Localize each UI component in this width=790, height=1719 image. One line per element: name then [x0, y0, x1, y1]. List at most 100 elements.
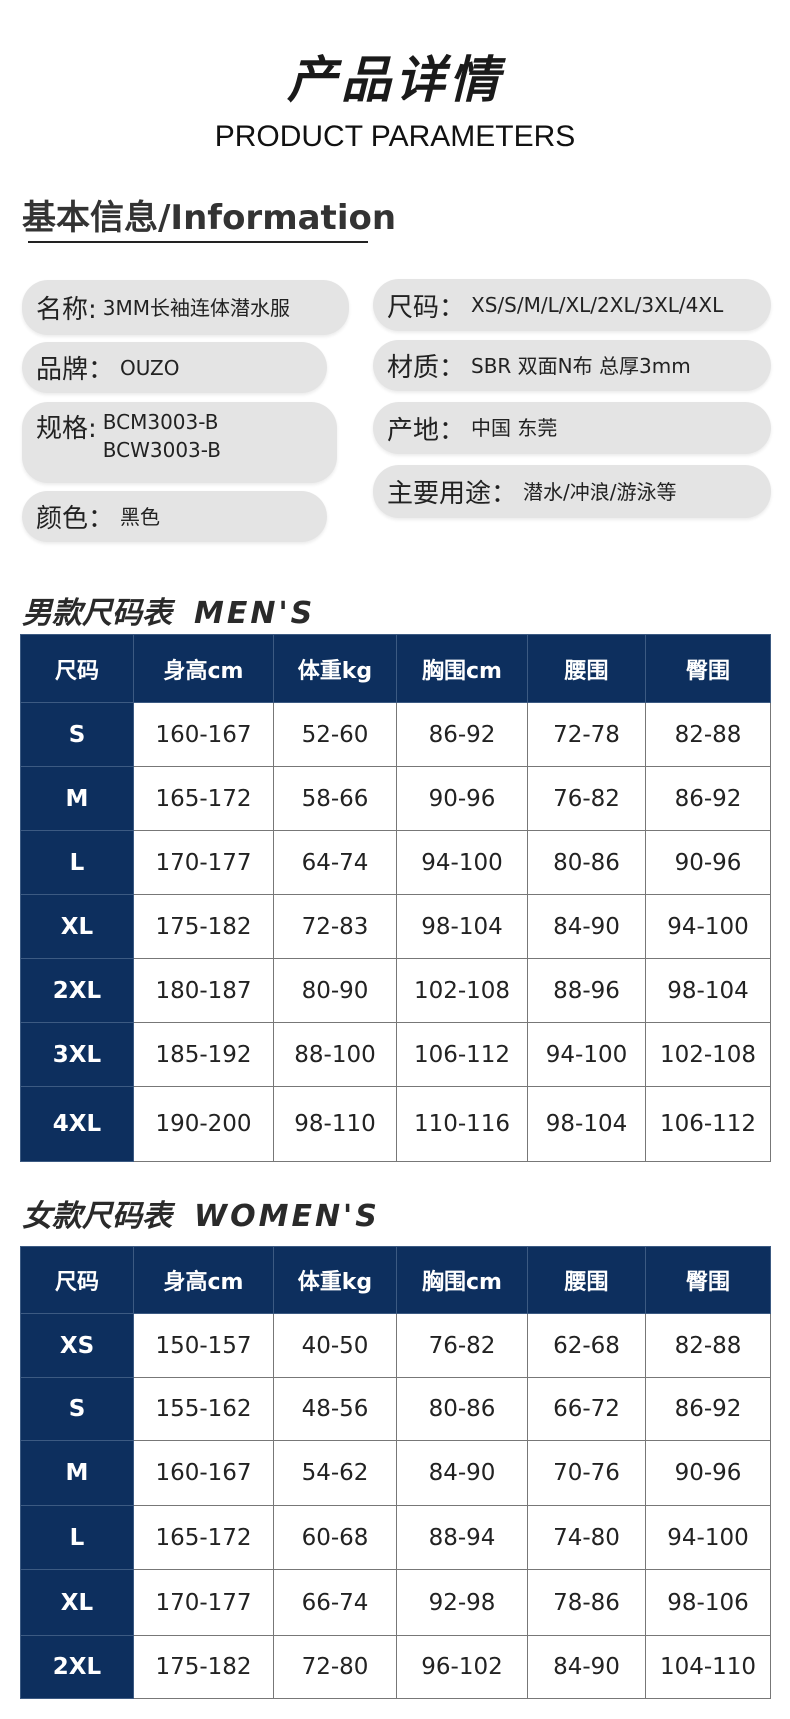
- table-row: 2XL 180-187 80-90 102-108 88-96 98-104: [20, 958, 771, 1023]
- size-cell: XS: [20, 1313, 134, 1378]
- size-cell: L: [20, 1505, 134, 1570]
- column-header: 体重kg: [273, 1246, 397, 1314]
- table-cell: 84-90: [527, 894, 646, 959]
- column-header: 臀围: [645, 634, 771, 703]
- table-cell: 90-96: [396, 766, 528, 831]
- table-cell: 58-66: [273, 766, 397, 831]
- men-title-cn: 男款尺码表: [22, 596, 172, 631]
- info-label: 品牌：: [36, 355, 115, 385]
- column-header: 腰围: [527, 634, 646, 703]
- table-cell: 94-100: [645, 894, 771, 959]
- table-cell: 96-102: [396, 1635, 528, 1699]
- table-cell: 92-98: [396, 1569, 528, 1636]
- table-cell: 165-172: [133, 766, 274, 831]
- size-cell: 4XL: [20, 1086, 134, 1162]
- table-cell: 86-92: [396, 702, 528, 767]
- info-value: 潜水/冲浪/游泳等: [523, 479, 677, 504]
- table-cell: 88-96: [527, 958, 646, 1023]
- table-cell: 60-68: [273, 1505, 397, 1570]
- table-cell: 70-76: [527, 1440, 646, 1506]
- table-cell: 165-172: [133, 1505, 274, 1570]
- table-cell: 40-50: [273, 1313, 397, 1378]
- table-row: L 170-177 64-74 94-100 80-86 90-96: [20, 830, 771, 895]
- table-cell: 64-74: [273, 830, 397, 895]
- size-cell: S: [20, 1377, 134, 1441]
- info-label: 材质：: [387, 353, 466, 383]
- info-section-title: 基本信息/Information: [22, 198, 397, 238]
- table-row: XL 175-182 72-83 98-104 84-90 94-100: [20, 894, 771, 959]
- table-cell: 94-100: [527, 1022, 646, 1087]
- info-label: 规格:: [36, 414, 97, 444]
- table-row: L 165-172 60-68 88-94 74-80 94-100: [20, 1505, 771, 1570]
- table-cell: 78-86: [527, 1569, 646, 1636]
- column-header: 尺码: [20, 634, 134, 703]
- table-cell: 76-82: [396, 1313, 528, 1378]
- men-section-title: 男款尺码表 MEN'S: [22, 588, 315, 632]
- column-header: 尺码: [20, 1246, 134, 1314]
- column-header: 胸围cm: [396, 1246, 528, 1314]
- info-item: 品牌： OUZO: [22, 342, 327, 393]
- size-cell: XL: [20, 894, 134, 959]
- table-row: XL 170-177 66-74 92-98 78-86 98-106: [20, 1569, 771, 1636]
- table-cell: 98-104: [645, 958, 771, 1023]
- table-cell: 72-80: [273, 1635, 397, 1699]
- size-cell: M: [20, 1440, 134, 1506]
- table-row: S 155-162 48-56 80-86 66-72 86-92: [20, 1377, 771, 1441]
- table-cell: 90-96: [645, 1440, 771, 1506]
- table-cell: 72-83: [273, 894, 397, 959]
- table-cell: 88-94: [396, 1505, 528, 1570]
- table-cell: 82-88: [645, 702, 771, 767]
- info-value: OUZO: [120, 355, 180, 380]
- size-cell: 2XL: [20, 958, 134, 1023]
- table-cell: 54-62: [273, 1440, 397, 1506]
- info-item: 名称: 3MM长袖连体潜水服: [22, 280, 349, 335]
- table-cell: 94-100: [645, 1505, 771, 1570]
- info-item: 产地： 中国 东莞: [373, 402, 771, 454]
- table-cell: 94-100: [396, 830, 528, 895]
- table-row: XS 150-157 40-50 76-82 62-68 82-88: [20, 1313, 771, 1378]
- info-item: 主要用途： 潜水/冲浪/游泳等: [373, 465, 771, 518]
- table-cell: 98-110: [273, 1086, 397, 1162]
- table-cell: 98-106: [645, 1569, 771, 1636]
- size-cell: 2XL: [20, 1635, 134, 1699]
- table-cell: 185-192: [133, 1022, 274, 1087]
- table-cell: 98-104: [527, 1086, 646, 1162]
- size-cell: L: [20, 830, 134, 895]
- column-header: 身高cm: [133, 1246, 274, 1314]
- table-cell: 102-108: [396, 958, 528, 1023]
- table-row: 3XL 185-192 88-100 106-112 94-100 102-108: [20, 1022, 771, 1087]
- info-value: 中国 东莞: [471, 416, 558, 440]
- info-item: 尺码： XS/S/M/L/XL/2XL/3XL/4XL: [373, 279, 771, 331]
- men-size-table: 尺码 身高cm 体重kg 胸围cm 腰围 臀围 S 160-167 52-60 86-92 72-7…: [20, 634, 771, 1162]
- women-size-table: 尺码 身高cm 体重kg 胸围cm 腰围 臀围 XS 150-157 40-50 76-82 62-…: [20, 1246, 771, 1699]
- women-title-en: WOMEN'S: [194, 1199, 380, 1234]
- table-cell: 104-110: [645, 1635, 771, 1699]
- table-cell: 86-92: [645, 1377, 771, 1441]
- table-cell: 82-88: [645, 1313, 771, 1378]
- table-cell: 106-112: [396, 1022, 528, 1087]
- table-cell: 160-167: [133, 1440, 274, 1506]
- page-title: 产品详情: [287, 51, 503, 109]
- women-section-title: 女款尺码表 WOMEN'S: [22, 1191, 380, 1235]
- table-cell: 155-162: [133, 1377, 274, 1441]
- info-label: 名称:: [36, 295, 97, 325]
- info-item: 材质： SBR 双面N布 总厚3mm: [373, 340, 771, 391]
- info-label: 产地：: [387, 415, 466, 446]
- table-row: M 165-172 58-66 90-96 76-82 86-92: [20, 766, 771, 831]
- size-cell: XL: [20, 1569, 134, 1636]
- info-label: 主要用途：: [387, 479, 518, 509]
- table-cell: 110-116: [396, 1086, 528, 1162]
- info-value: BCM3003-B BCW3003-B: [102, 410, 221, 462]
- column-header: 体重kg: [273, 634, 397, 703]
- table-cell: 84-90: [527, 1635, 646, 1699]
- table-header-row: 尺码 身高cm 体重kg 胸围cm 腰围 臀围: [20, 1246, 771, 1314]
- column-header: 腰围: [527, 1246, 646, 1314]
- table-cell: 48-56: [273, 1377, 397, 1441]
- column-header: 身高cm: [133, 634, 274, 703]
- table-cell: 72-78: [527, 702, 646, 767]
- table-cell: 80-86: [527, 830, 646, 895]
- table-cell: 106-112: [645, 1086, 771, 1162]
- table-cell: 66-74: [273, 1569, 397, 1636]
- table-cell: 74-80: [527, 1505, 646, 1570]
- table-cell: 150-157: [133, 1313, 274, 1378]
